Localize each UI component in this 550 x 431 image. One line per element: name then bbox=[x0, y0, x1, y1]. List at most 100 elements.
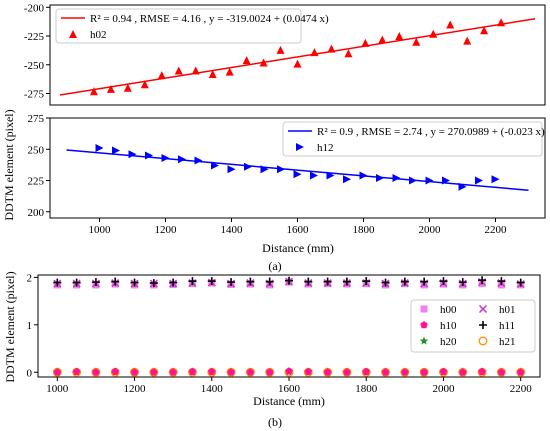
data-point-h10 bbox=[478, 367, 486, 376]
data-point-h12 bbox=[161, 154, 170, 162]
y-tick-label: -200 bbox=[24, 2, 45, 14]
data-point-h12 bbox=[145, 151, 153, 160]
panel-b-y-ticks: 0 1 2 bbox=[27, 272, 38, 379]
data-point-h10 bbox=[458, 368, 467, 376]
y-tick-label: 1 bbox=[27, 320, 33, 332]
data-point-h11 bbox=[227, 278, 236, 287]
data-point-h02 bbox=[310, 48, 319, 57]
x-tick-label: 1400 bbox=[201, 383, 224, 395]
data-point-h12 bbox=[260, 165, 269, 174]
legend-fit-label: R² = 0.94 , RMSE = 4.16 , y = -319.0024 … bbox=[90, 13, 329, 25]
x-tick-label: 1200 bbox=[124, 383, 147, 395]
data-point-h02 bbox=[259, 58, 268, 67]
panel-a-top-fit-line bbox=[59, 18, 536, 96]
data-point-h02 bbox=[497, 18, 506, 27]
data-point-h11 bbox=[53, 278, 62, 287]
panel-a-bottom-y-ticks: 200 225 250 275 bbox=[28, 113, 50, 219]
x-tick-label: 1800 bbox=[355, 383, 378, 395]
data-point-h11 bbox=[497, 277, 506, 286]
panel-a-top-chart: -200 -225 -250 -275 R² = 0.94 , RMSE = 4.16… bbox=[24, 2, 546, 106]
data-point-h02 bbox=[140, 80, 149, 89]
data-point-h11 bbox=[169, 278, 178, 287]
data-point-h11 bbox=[304, 277, 313, 286]
data-point-h10 bbox=[111, 367, 120, 376]
data-point-h02 bbox=[276, 45, 285, 54]
data-point-h10 bbox=[401, 368, 409, 376]
legend-series-swatch bbox=[296, 143, 304, 151]
legend-swatch-h11 bbox=[479, 321, 487, 329]
legend-swatch-h01 bbox=[478, 304, 488, 314]
data-point-h12 bbox=[475, 176, 483, 185]
y-tick-label: 0 bbox=[27, 367, 33, 379]
legend-fit-label: R² = 0.9 , RMSE = 2.74 , y = 270.0989 + … bbox=[317, 126, 545, 138]
data-point-h02 bbox=[157, 71, 166, 80]
data-point-h02 bbox=[89, 87, 98, 96]
y-tick-label: 275 bbox=[28, 113, 45, 125]
legend-label-h10: h10 bbox=[440, 320, 457, 332]
y-tick-label: -275 bbox=[24, 89, 45, 101]
data-point-h11 bbox=[130, 278, 139, 287]
legend-series-label: h02 bbox=[90, 29, 107, 41]
data-point-h11 bbox=[72, 278, 81, 287]
fit-line bbox=[59, 18, 536, 96]
data-point-h10 bbox=[285, 367, 293, 375]
x-tick-label: 2000 bbox=[419, 224, 442, 236]
x-tick-label: 1000 bbox=[46, 383, 69, 395]
data-point-h02 bbox=[480, 26, 489, 35]
panel-a-bottom-points bbox=[95, 144, 500, 191]
data-point-h02 bbox=[378, 35, 387, 44]
data-point-h02 bbox=[208, 69, 217, 78]
data-point-h02 bbox=[446, 20, 455, 29]
data-point-h02 bbox=[412, 37, 421, 46]
data-point-h11 bbox=[285, 276, 293, 285]
panel-b-x-ticks: 1000 1200 1400 1600 1800 2000 2200 bbox=[46, 377, 532, 395]
data-point-h11 bbox=[439, 277, 448, 286]
data-point-h10 bbox=[188, 367, 197, 376]
data-point-h12 bbox=[326, 171, 335, 180]
x-tick-label: 1200 bbox=[155, 224, 178, 236]
data-point-h12 bbox=[194, 156, 203, 165]
legend-label-h11: h11 bbox=[499, 320, 515, 332]
panel-a-top-legend: R² = 0.94 , RMSE = 4.16 , y = -319.0024 … bbox=[55, 8, 329, 44]
data-point-h10 bbox=[150, 368, 158, 376]
panel-a-x-axis-label: Distance (mm) bbox=[262, 241, 334, 255]
data-point-h12 bbox=[310, 171, 318, 180]
legend-box bbox=[55, 8, 302, 44]
data-point-h02 bbox=[123, 83, 132, 92]
legend-swatch-h21 bbox=[478, 336, 488, 346]
data-point-h12 bbox=[128, 150, 137, 159]
legend-box bbox=[410, 299, 536, 353]
data-point-h10 bbox=[265, 368, 274, 376]
data-point-h12 bbox=[227, 165, 236, 174]
data-point-h10 bbox=[516, 368, 525, 376]
legend-swatch-h00 bbox=[420, 305, 428, 313]
panel-a-top-y-ticks: -200 -225 -250 -275 bbox=[24, 2, 50, 101]
data-point-h10 bbox=[92, 368, 100, 376]
data-point-h02 bbox=[429, 29, 438, 38]
data-point-h02 bbox=[191, 66, 200, 75]
data-point-h11 bbox=[381, 278, 390, 287]
data-point-h11 bbox=[342, 277, 351, 286]
data-point-h02 bbox=[463, 36, 472, 45]
y-tick-label: -250 bbox=[24, 60, 45, 72]
data-point-h12 bbox=[178, 155, 186, 164]
panel-b-points bbox=[52, 276, 526, 377]
data-point-h12 bbox=[442, 176, 450, 185]
data-point-h10 bbox=[343, 368, 351, 376]
y-tick-label: 2 bbox=[27, 272, 33, 284]
data-point-h11 bbox=[516, 278, 525, 287]
x-tick-label: 1600 bbox=[278, 383, 301, 395]
data-point-h10 bbox=[130, 368, 139, 376]
legend-swatch-h20 bbox=[419, 336, 429, 345]
panel-b-caption: (b) bbox=[268, 415, 282, 429]
data-point-h02 bbox=[242, 56, 251, 65]
legend-swatch-h10 bbox=[420, 321, 428, 329]
data-point-h11 bbox=[111, 277, 120, 286]
data-point-h11 bbox=[207, 277, 216, 286]
x-tick-label: 1000 bbox=[89, 224, 112, 236]
legend-label-h20: h20 bbox=[440, 336, 457, 348]
legend-label-h00: h00 bbox=[440, 304, 457, 316]
data-point-h10 bbox=[323, 368, 332, 376]
data-point-h12 bbox=[491, 175, 500, 184]
